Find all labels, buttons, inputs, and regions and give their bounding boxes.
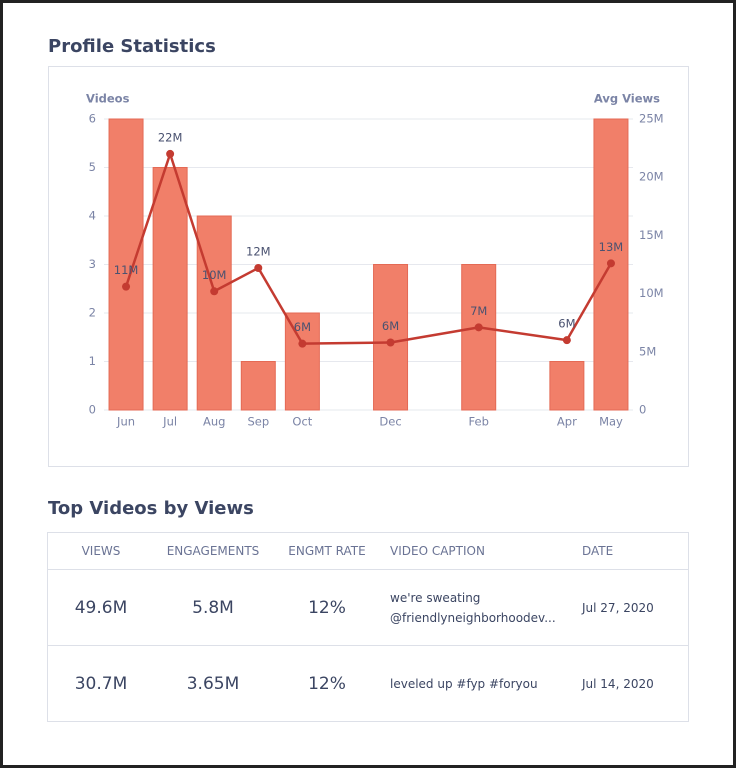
cell: 12% bbox=[308, 673, 346, 694]
x-tick-label: Sep bbox=[247, 415, 269, 429]
bar bbox=[284, 312, 320, 411]
cell: leveled up #fyp #foryou bbox=[390, 676, 538, 691]
x-tick-label: Feb bbox=[469, 415, 489, 429]
y2-tick-label: 5M bbox=[639, 344, 656, 358]
y-tick-label: 3 bbox=[89, 257, 96, 271]
x-tick-label: Dec bbox=[379, 415, 401, 429]
bar bbox=[373, 264, 409, 411]
line-segment bbox=[565, 262, 613, 341]
bar bbox=[549, 361, 585, 411]
y-tick-label: 2 bbox=[89, 306, 96, 320]
column-header: VIEWS bbox=[81, 544, 121, 558]
data-label: 22M bbox=[158, 130, 183, 144]
bar bbox=[240, 361, 276, 411]
y-tick-label: 0 bbox=[89, 403, 96, 417]
line-point bbox=[386, 338, 395, 347]
table-header: VIEWS ENGAGEMENTS ENGMT RATE VIDEO CAPTI… bbox=[48, 533, 688, 570]
data-label: 6M bbox=[558, 317, 575, 331]
line-segment bbox=[302, 341, 391, 345]
cell: 12% bbox=[308, 597, 346, 618]
x-tick-label: Aug bbox=[203, 415, 225, 429]
line-point bbox=[562, 336, 571, 345]
bar bbox=[461, 264, 497, 411]
cell: 30.7M bbox=[74, 673, 128, 694]
bar bbox=[108, 118, 144, 411]
x-tick-label: Oct bbox=[292, 415, 312, 429]
table-row[interactable]: 30.7M 3.65M 12% leveled up #fyp #foryou … bbox=[48, 646, 688, 722]
y2-tick-label: 10M bbox=[639, 286, 664, 300]
line-point bbox=[122, 282, 131, 291]
data-label: 6M bbox=[382, 319, 399, 333]
line-point bbox=[210, 287, 219, 296]
y-axis-title: Videos bbox=[86, 92, 130, 106]
y2-tick-label: 0 bbox=[639, 403, 646, 417]
line-segment bbox=[213, 266, 259, 293]
line-segment bbox=[478, 326, 568, 342]
line-point bbox=[298, 339, 307, 348]
line-segment bbox=[124, 153, 172, 288]
line-point bbox=[166, 149, 175, 158]
data-label: 6M bbox=[294, 320, 311, 334]
y2-axis-title: Avg Views bbox=[594, 92, 660, 106]
cell: we're sweating @friendlyneighborhoodev..… bbox=[390, 590, 556, 625]
section-title: Top Videos by Views bbox=[48, 498, 254, 519]
x-tick-label: Jun bbox=[116, 415, 135, 429]
y2-tick-label: 20M bbox=[639, 170, 664, 184]
line-segment bbox=[168, 153, 216, 292]
bar bbox=[152, 167, 188, 411]
cell: 49.6M bbox=[74, 597, 128, 618]
x-tick-label: Apr bbox=[557, 415, 577, 429]
y-tick-label: 5 bbox=[89, 160, 96, 174]
line-segment bbox=[390, 326, 479, 344]
line-segment bbox=[257, 267, 304, 345]
table: VIEWS ENGAGEMENTS ENGMT RATE VIDEO CAPTI… bbox=[47, 532, 689, 722]
table-row[interactable]: 49.6M 5.8M 12% we're sweating @friendlyn… bbox=[48, 570, 688, 646]
data-label: 7M bbox=[470, 304, 487, 318]
column-header: VIDEO CAPTION bbox=[390, 544, 485, 558]
cell: 5.8M bbox=[192, 597, 234, 618]
x-tick-label: May bbox=[599, 415, 623, 429]
data-label: 13M bbox=[599, 240, 624, 254]
cell: Jul 27, 2020 bbox=[582, 600, 654, 615]
bar bbox=[196, 215, 232, 411]
line-point bbox=[254, 263, 263, 272]
data-label: 10M bbox=[202, 268, 227, 282]
line-point bbox=[606, 259, 615, 268]
y-tick-label: 6 bbox=[89, 112, 96, 126]
column-header: ENGMT RATE bbox=[288, 544, 366, 558]
y2-tick-label: 15M bbox=[639, 228, 664, 242]
line-point bbox=[474, 323, 483, 332]
chart-box bbox=[48, 66, 689, 467]
y-tick-label: 1 bbox=[89, 354, 96, 368]
y-tick-label: 4 bbox=[89, 209, 96, 223]
column-header: DATE bbox=[582, 544, 614, 558]
section-title: Profile Statistics bbox=[48, 36, 216, 57]
y2-tick-label: 25M bbox=[639, 112, 664, 126]
cell: 3.65M bbox=[186, 673, 240, 694]
x-tick-label: Jul bbox=[162, 415, 177, 429]
cell: Jul 14, 2020 bbox=[582, 676, 654, 691]
data-label: 11M bbox=[114, 263, 139, 277]
column-header: ENGAGEMENTS bbox=[166, 544, 260, 558]
data-label: 12M bbox=[246, 244, 271, 258]
